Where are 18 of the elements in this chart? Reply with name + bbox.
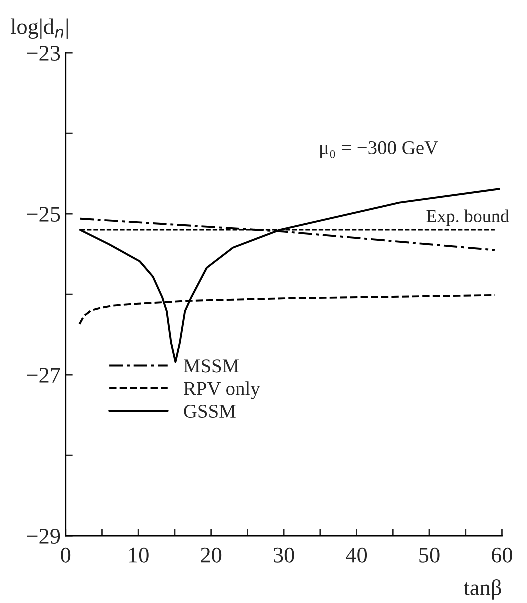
x-tick-label: 50 [420, 548, 440, 563]
y-tick-label: −23 [27, 46, 60, 61]
x-tick-label: 0 [61, 548, 71, 563]
y-tick-label: −25 [27, 207, 60, 222]
ref-line-label: Exp. bound [426, 210, 510, 226]
y-tick-label: −29 [27, 529, 60, 544]
x-tick-label: 60 [492, 548, 512, 563]
y-axis-title: log|d$_{n}$| [10, 18, 68, 39]
legend-label: MSSM [184, 360, 240, 373]
x-tick-label: 30 [274, 548, 294, 563]
legend-label: RPV only [184, 382, 260, 400]
x-tick-label: 10 [129, 548, 149, 563]
x-tick-label: 20 [201, 548, 222, 563]
annotation: μ₀ = −300 GeV [320, 141, 438, 158]
legend-label: GSSM [184, 404, 236, 418]
x-axis-title: tanβ [464, 580, 502, 600]
x-tick-label: 40 [346, 548, 368, 563]
y-tick-label: −27 [27, 368, 60, 383]
